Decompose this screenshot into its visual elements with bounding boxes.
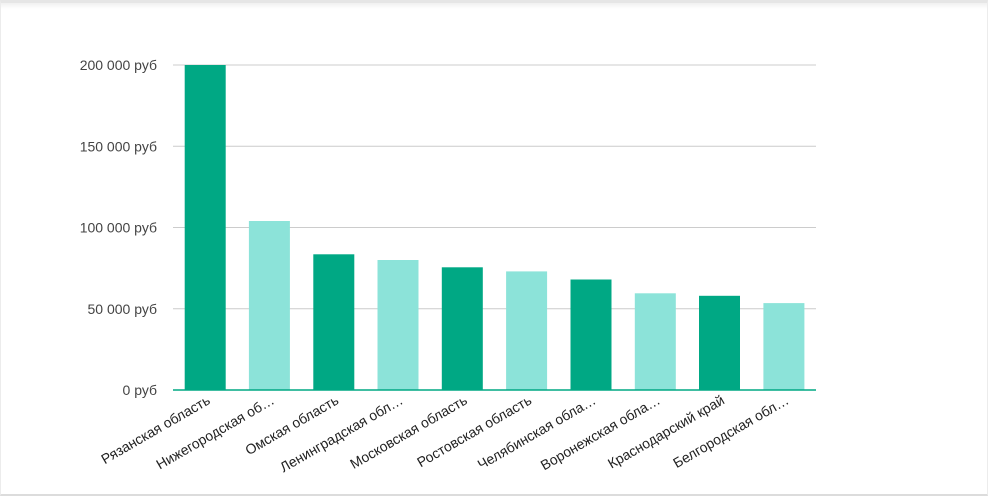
x-category-label: Рязанская область [98, 392, 212, 467]
panel-top-shadow [1, 3, 987, 9]
bar [184, 65, 226, 390]
y-tick-label: 50 000 руб [87, 301, 157, 317]
bar [570, 279, 612, 390]
bar [699, 295, 740, 391]
y-tick-label: 100 000 руб [80, 220, 157, 236]
x-category-label: Московская область [347, 392, 470, 472]
x-category-label: Нижегородская об… [153, 392, 277, 473]
x-category-label: Ленинградская обл… [277, 392, 405, 475]
bar [634, 293, 676, 390]
x-category-label: Челябинская обла… [475, 392, 599, 473]
bar [506, 271, 548, 390]
bar [763, 303, 805, 390]
bar [441, 267, 483, 390]
bar [377, 260, 419, 390]
bar [313, 254, 355, 390]
x-category-label: Воронежская обла… [538, 392, 663, 473]
bar-chart: 0 руб 50 000 руб 100 000 руб 150 000 руб 200… [80, 57, 816, 475]
x-category-label: Краснодарский край [605, 392, 727, 472]
bar [248, 221, 290, 390]
x-category-label: Белгородская обл… [670, 392, 791, 471]
y-tick-label: 0 руб [123, 382, 157, 398]
y-tick-label: 200 000 руб [80, 57, 157, 73]
y-tick-label: 150 000 руб [80, 138, 157, 154]
